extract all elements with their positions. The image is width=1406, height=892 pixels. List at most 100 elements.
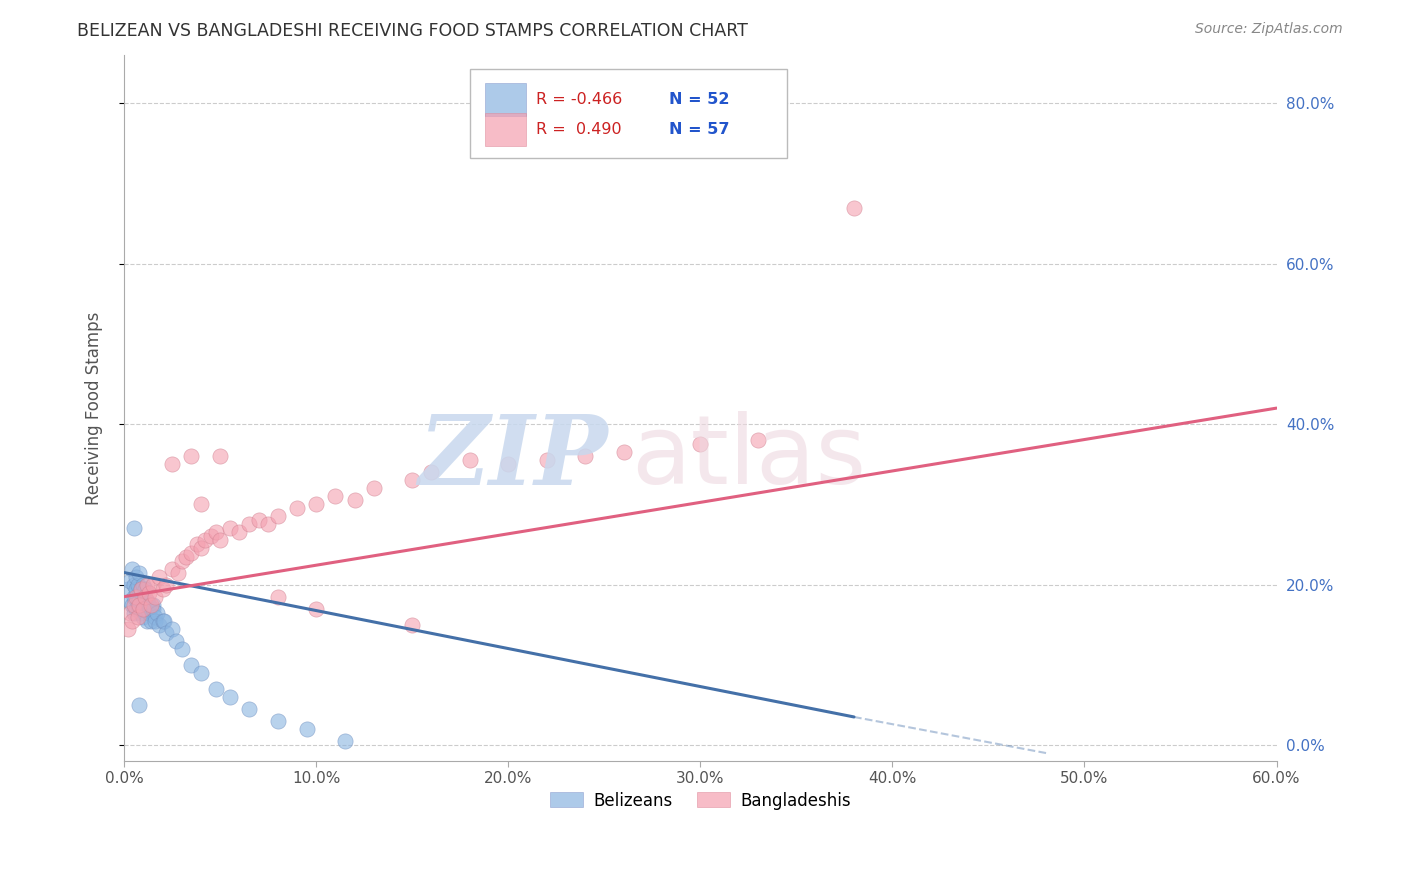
Point <box>200 529 222 543</box>
Point <box>138 585 160 599</box>
Point <box>152 614 174 628</box>
Point <box>267 509 290 524</box>
Point <box>143 590 166 604</box>
Text: ZIP: ZIP <box>419 410 609 505</box>
Point <box>160 561 183 575</box>
Legend: Belizeans, Bangladeshis: Belizeans, Bangladeshis <box>543 785 858 816</box>
Point <box>536 453 558 467</box>
Point <box>842 201 865 215</box>
Y-axis label: Receiving Food Stamps: Receiving Food Stamps <box>86 311 103 505</box>
Point <box>267 590 290 604</box>
Point <box>143 614 166 628</box>
Point <box>160 457 183 471</box>
Point <box>128 601 150 615</box>
Point <box>128 598 150 612</box>
Point <box>747 433 769 447</box>
Point <box>165 633 187 648</box>
Point <box>343 493 366 508</box>
Point <box>167 566 190 580</box>
Point <box>205 681 228 696</box>
Point <box>127 609 149 624</box>
Point <box>122 598 145 612</box>
Point <box>153 614 176 628</box>
Point <box>128 593 150 607</box>
Point <box>205 525 228 540</box>
Point <box>132 590 155 604</box>
Point <box>131 582 153 596</box>
Point <box>152 582 174 596</box>
Point <box>132 577 155 591</box>
Point <box>170 553 193 567</box>
Point <box>142 601 165 615</box>
Point <box>121 561 143 575</box>
Point <box>132 601 155 615</box>
Point <box>142 577 165 591</box>
Point <box>174 549 197 564</box>
Point <box>127 590 149 604</box>
Text: BELIZEAN VS BANGLADESHI RECEIVING FOOD STAMPS CORRELATION CHART: BELIZEAN VS BANGLADESHI RECEIVING FOOD S… <box>77 22 748 40</box>
Point <box>118 574 141 588</box>
Point <box>247 513 270 527</box>
Point <box>143 609 166 624</box>
Point <box>127 577 149 591</box>
Point <box>148 617 170 632</box>
Point <box>305 497 328 511</box>
Point <box>136 593 159 607</box>
Text: atlas: atlas <box>631 411 866 504</box>
Text: R = -0.466: R = -0.466 <box>536 92 621 107</box>
Point <box>180 449 202 463</box>
Point <box>180 657 202 672</box>
Point <box>148 569 170 583</box>
Text: R =  0.490: R = 0.490 <box>536 122 621 136</box>
Point <box>127 598 149 612</box>
Point <box>285 501 308 516</box>
Point <box>401 617 423 632</box>
Point <box>160 622 183 636</box>
Point <box>186 537 208 551</box>
Point <box>238 517 260 532</box>
Point <box>209 449 232 463</box>
Point <box>238 702 260 716</box>
FancyBboxPatch shape <box>485 83 526 116</box>
Point <box>325 489 347 503</box>
Point <box>458 453 481 467</box>
Point <box>131 582 153 596</box>
Point <box>122 606 145 620</box>
FancyBboxPatch shape <box>485 113 526 145</box>
Point <box>122 521 145 535</box>
Point <box>257 517 280 532</box>
Point <box>190 665 212 680</box>
FancyBboxPatch shape <box>470 70 787 158</box>
Point <box>136 614 159 628</box>
Point <box>118 593 141 607</box>
Point <box>122 590 145 604</box>
Point <box>117 582 139 596</box>
Point <box>155 577 177 591</box>
Point <box>612 445 634 459</box>
Point <box>333 734 356 748</box>
Point <box>194 533 217 548</box>
Point <box>121 614 143 628</box>
Point <box>142 598 165 612</box>
Point <box>136 577 159 591</box>
Point <box>689 437 711 451</box>
Point <box>132 598 155 612</box>
Point <box>218 521 240 535</box>
Point <box>401 473 423 487</box>
Point <box>124 569 146 583</box>
Point <box>267 714 290 728</box>
Point <box>574 449 596 463</box>
Text: N = 57: N = 57 <box>669 122 730 136</box>
Point <box>295 722 318 736</box>
Point <box>218 690 240 704</box>
Point <box>132 609 155 624</box>
Text: N = 52: N = 52 <box>669 92 730 107</box>
Point <box>139 614 162 628</box>
Point <box>180 545 202 559</box>
Point <box>124 582 146 596</box>
Point <box>134 601 156 615</box>
Point <box>134 590 156 604</box>
Point <box>138 606 160 620</box>
Point <box>139 598 162 612</box>
Point <box>134 582 156 596</box>
